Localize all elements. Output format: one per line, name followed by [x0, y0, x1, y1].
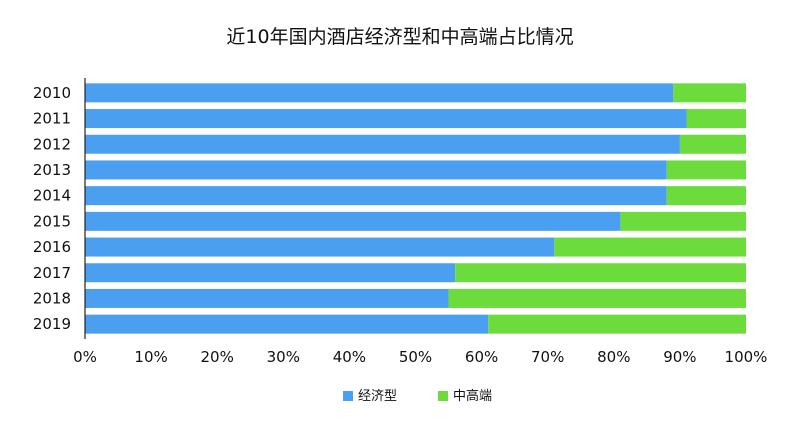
x-tick-label-40pct: 40%	[333, 348, 366, 366]
bar-midhigh-2019	[488, 314, 746, 334]
bar-midhigh-2012	[679, 134, 746, 154]
y-tick-label-2016: 2016	[33, 238, 71, 256]
y-tick-label-2019: 2019	[33, 315, 71, 333]
x-tick-label-0pct: 0%	[73, 348, 97, 366]
x-tick-label-60pct: 60%	[465, 348, 498, 366]
y-tick-label-2011: 2011	[33, 110, 71, 128]
x-tick-label-80pct: 80%	[597, 348, 630, 366]
bar-midhigh-2014	[666, 186, 746, 206]
bar-economy-2015	[85, 211, 621, 231]
y-tick-label-2015: 2015	[33, 212, 71, 230]
y-tick-label-2010: 2010	[33, 84, 71, 102]
bar-economy-2010	[85, 83, 674, 103]
bar-economy-2013	[85, 160, 667, 180]
y-tick-label-2013: 2013	[33, 161, 71, 179]
legend-swatch-midhigh	[438, 391, 448, 401]
legend-swatch-economy	[343, 391, 353, 401]
chart-title: 近10年国内酒店经济型和中高端占比情况	[226, 26, 574, 48]
bar-economy-2016	[85, 237, 555, 257]
y-tick-label-2018: 2018	[33, 289, 71, 307]
x-tick-label-90pct: 90%	[663, 348, 696, 366]
bar-economy-2019	[85, 314, 489, 334]
bar-midhigh-2010	[673, 83, 746, 103]
x-tick-label-50pct: 50%	[399, 348, 432, 366]
y-tick-label-2014: 2014	[33, 187, 71, 205]
bar-economy-2014	[85, 186, 667, 206]
bar-economy-2017	[85, 263, 456, 283]
bar-midhigh-2017	[455, 263, 746, 283]
bar-economy-2012	[85, 134, 680, 154]
bar-midhigh-2015	[620, 211, 746, 231]
x-tick-label-70pct: 70%	[531, 348, 564, 366]
bar-midhigh-2016	[554, 237, 746, 257]
x-tick-label-100pct: 100%	[725, 348, 768, 366]
bar-economy-2018	[85, 288, 449, 308]
y-tick-label-2017: 2017	[33, 264, 71, 282]
bar-economy-2011	[85, 109, 687, 129]
x-tick-label-10pct: 10%	[134, 348, 167, 366]
bar-midhigh-2011	[686, 109, 746, 129]
bar-midhigh-2013	[666, 160, 746, 180]
legend-label-economy: 经济型	[358, 389, 397, 404]
x-tick-label-20pct: 20%	[201, 348, 234, 366]
y-tick-label-2012: 2012	[33, 135, 71, 153]
legend-label-midhigh: 中高端	[453, 388, 492, 404]
bar-midhigh-2018	[448, 288, 746, 308]
x-tick-label-30pct: 30%	[267, 348, 300, 366]
